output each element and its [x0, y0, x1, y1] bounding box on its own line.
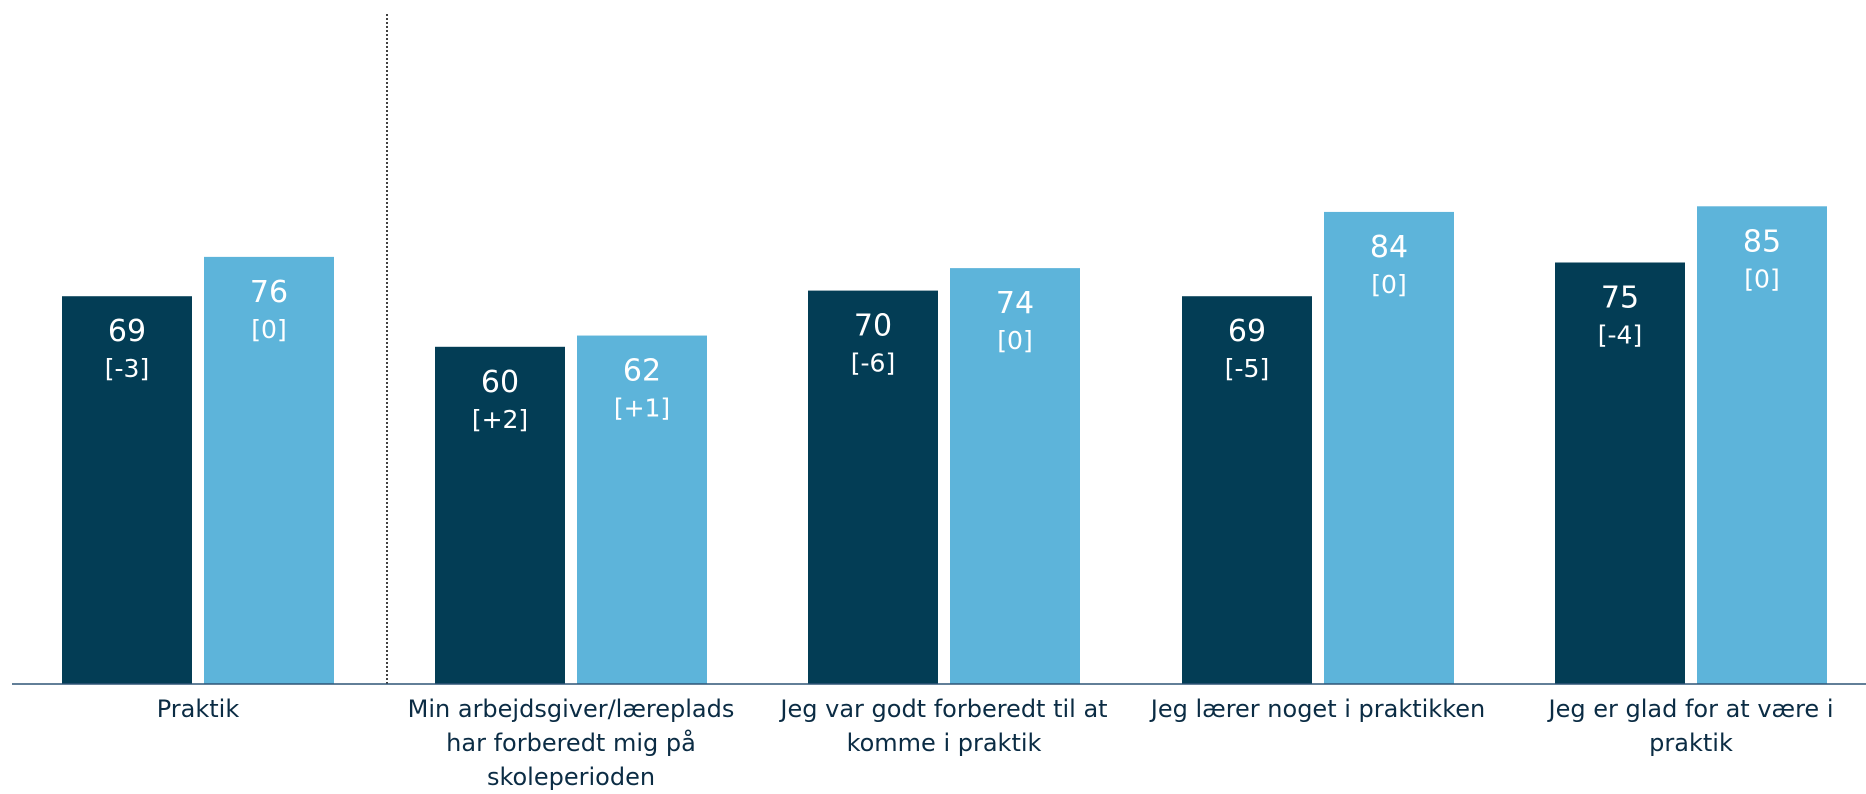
- bar-series2-cat4: [1324, 211, 1454, 685]
- value-label: 76: [250, 275, 288, 310]
- value-label: 62: [623, 354, 661, 389]
- value-labels-group: 69 [-3] 76 [0] 60 [+2] 62 [+1] 70 [-6] 74 [0] 69 [-5]…: [105, 224, 1781, 433]
- category-label: Min arbejdsgiver/læreplads har forberedt…: [407, 695, 735, 791]
- change-label: [-6]: [851, 349, 895, 378]
- value-label: 69: [1228, 314, 1266, 349]
- bar-series2-cat1: [204, 256, 334, 684]
- change-label: [+1]: [614, 394, 670, 423]
- category-label: Jeg er glad for at være i praktik: [1548, 695, 1834, 757]
- value-label: 60: [481, 365, 519, 400]
- category-label: Jeg var godt forberedt til at komme i pr…: [780, 695, 1108, 757]
- category-label: Praktik: [156, 695, 240, 723]
- category-label: Jeg lærer noget i praktikken: [1150, 695, 1486, 723]
- value-label: 85: [1743, 224, 1781, 259]
- bars-group: [62, 206, 1827, 685]
- value-label: 69: [108, 314, 146, 349]
- value-label: 75: [1601, 281, 1639, 316]
- change-label: [-3]: [105, 354, 149, 383]
- change-label: [0]: [1371, 270, 1406, 299]
- bar-series1-cat2: [435, 346, 565, 684]
- bar-series1-cat4: [1182, 296, 1312, 684]
- change-label: [+2]: [472, 405, 528, 434]
- bar-series1-cat1: [62, 296, 192, 684]
- bar-series2-cat2: [577, 335, 707, 684]
- bar-series2-cat5: [1697, 206, 1827, 685]
- bar-series1-cat5: [1555, 262, 1685, 684]
- value-label: 70: [854, 309, 892, 344]
- change-label: [-4]: [1598, 321, 1642, 350]
- change-label: [0]: [997, 326, 1032, 355]
- value-label: 84: [1370, 230, 1408, 265]
- change-label: [0]: [251, 315, 286, 344]
- change-label: [0]: [1744, 264, 1779, 293]
- bar-series2-cat3: [950, 268, 1080, 684]
- value-label: 74: [996, 286, 1034, 321]
- bar-series1-cat3: [808, 290, 938, 684]
- change-label: [-5]: [1225, 354, 1269, 383]
